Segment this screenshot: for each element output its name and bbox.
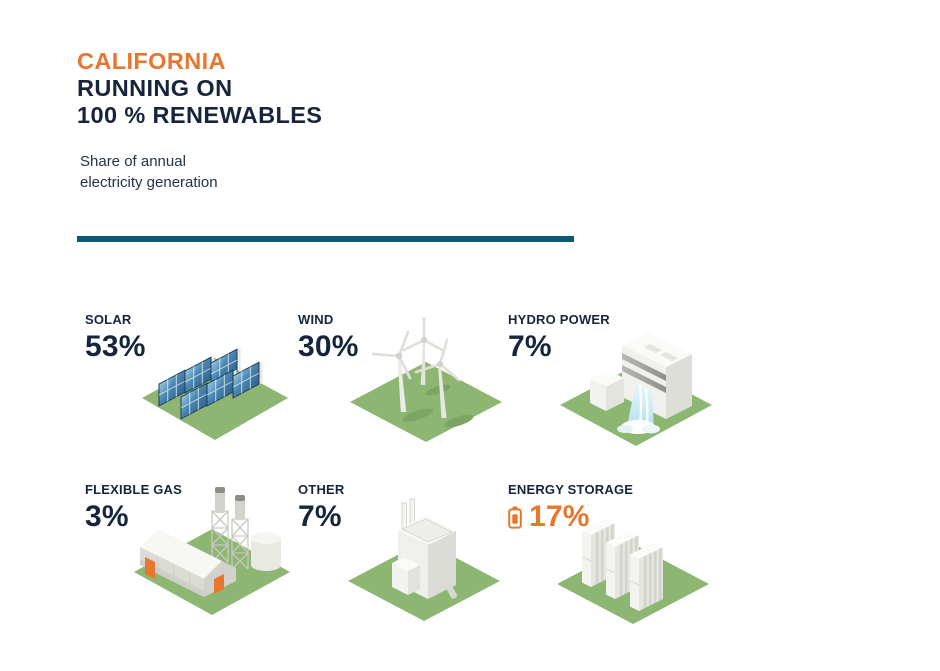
card-value: 7% [508,330,552,363]
wind-turbines-icon [350,316,502,442]
card-value: 3% [85,500,129,533]
card-hydro-power: HYDRO POWER 7% [508,312,713,364]
solar-panels-icon [142,346,288,440]
subtitle-line-2: electricity generation [80,174,218,191]
battery-icon [508,506,522,529]
subtitle: Share of annual electricity generation [80,151,218,193]
card-energy-storage: ENERGY STORAGE 17% [508,482,713,534]
title-line-california: CALIFORNIA [77,48,226,74]
card-flexible-gas: FLEXIBLE GAS 3% [85,482,290,534]
title-line-renewables: 100 % RENEWABLES [77,102,323,128]
gas-plant-icon [134,487,290,615]
card-other: OTHER 7% [298,482,503,534]
card-value: 17% [529,500,590,533]
card-value-row: 17% [508,500,713,534]
card-value: 7% [298,500,342,533]
card-label: SOLAR [85,312,132,327]
card-solar: SOLAR 53% [85,312,290,364]
title-line-running-on: RUNNING ON [77,75,233,101]
card-wind: WIND 30% [298,312,503,364]
card-value: 53% [85,330,146,363]
hydro-dam-icon [560,332,712,446]
divider-bar [77,236,574,242]
card-label: WIND [298,312,334,327]
generic-plant-icon [348,498,500,621]
card-label: FLEXIBLE GAS [85,482,183,497]
card-value: 30% [298,330,359,363]
subtitle-line-1: Share of annual [80,153,186,170]
battery-racks-icon [557,518,709,624]
card-label: ENERGY STORAGE [508,482,634,497]
card-label: OTHER [298,482,345,497]
page-title: CALIFORNIA RUNNING ON 100 % RENEWABLES [77,48,322,129]
card-label: HYDRO POWER [508,312,610,327]
